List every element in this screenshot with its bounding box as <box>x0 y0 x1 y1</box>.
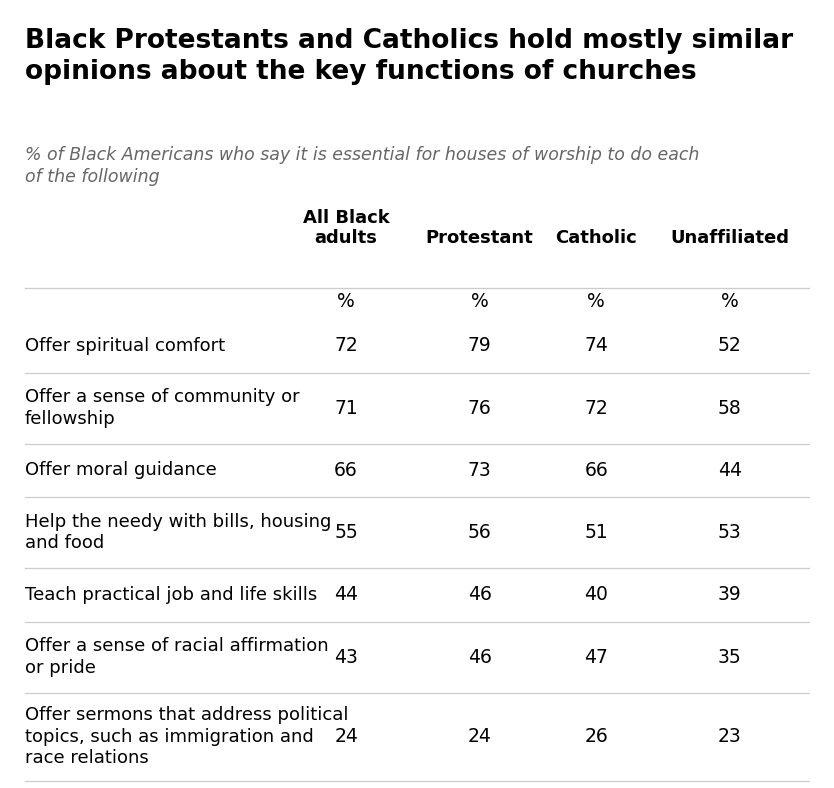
Text: 44: 44 <box>718 461 741 480</box>
Text: 71: 71 <box>334 399 358 418</box>
Text: 53: 53 <box>718 523 741 542</box>
Text: 72: 72 <box>334 336 358 355</box>
Text: 40: 40 <box>585 585 608 604</box>
Text: Unaffiliated: Unaffiliated <box>671 229 789 247</box>
Text: %: % <box>337 292 355 311</box>
Text: 55: 55 <box>334 523 358 542</box>
Text: %: % <box>721 292 739 311</box>
Text: Offer a sense of racial affirmation
or pride: Offer a sense of racial affirmation or p… <box>25 637 329 677</box>
Text: %: % <box>470 292 489 311</box>
Text: 43: 43 <box>334 648 358 667</box>
Text: 35: 35 <box>718 648 741 667</box>
Text: Offer a sense of community or
fellowship: Offer a sense of community or fellowship <box>25 388 299 428</box>
Text: 73: 73 <box>468 461 491 480</box>
Text: Offer moral guidance: Offer moral guidance <box>25 462 217 479</box>
Text: 66: 66 <box>334 461 358 480</box>
Text: 52: 52 <box>718 336 741 355</box>
Text: 23: 23 <box>718 727 741 746</box>
Text: Teach practical job and life skills: Teach practical job and life skills <box>25 586 317 604</box>
Text: Offer spiritual comfort: Offer spiritual comfort <box>25 337 225 355</box>
Text: 74: 74 <box>585 336 608 355</box>
Text: All Black
adults: All Black adults <box>303 209 389 247</box>
Text: 26: 26 <box>585 727 608 746</box>
Text: 56: 56 <box>468 523 491 542</box>
Text: Catholic: Catholic <box>555 229 637 247</box>
Text: 76: 76 <box>468 399 491 418</box>
Text: %: % <box>587 292 605 311</box>
Text: 46: 46 <box>468 585 491 604</box>
Text: 39: 39 <box>718 585 741 604</box>
Text: Offer sermons that address political
topics, such as immigration and
race relati: Offer sermons that address political top… <box>25 706 349 768</box>
Text: Black Protestants and Catholics hold mostly similar
opinions about the key funct: Black Protestants and Catholics hold mos… <box>25 28 793 84</box>
Text: 24: 24 <box>468 727 491 746</box>
Text: 24: 24 <box>334 727 358 746</box>
Text: 47: 47 <box>585 648 608 667</box>
Text: 46: 46 <box>468 648 491 667</box>
Text: 79: 79 <box>468 336 491 355</box>
Text: 51: 51 <box>585 523 608 542</box>
Text: 66: 66 <box>585 461 608 480</box>
Text: 44: 44 <box>334 585 358 604</box>
Text: 58: 58 <box>718 399 741 418</box>
Text: 72: 72 <box>585 399 608 418</box>
Text: Protestant: Protestant <box>425 229 534 247</box>
Text: % of Black Americans who say it is essential for houses of worship to do each
of: % of Black Americans who say it is essen… <box>25 146 700 186</box>
Text: Help the needy with bills, housing
and food: Help the needy with bills, housing and f… <box>25 513 331 552</box>
